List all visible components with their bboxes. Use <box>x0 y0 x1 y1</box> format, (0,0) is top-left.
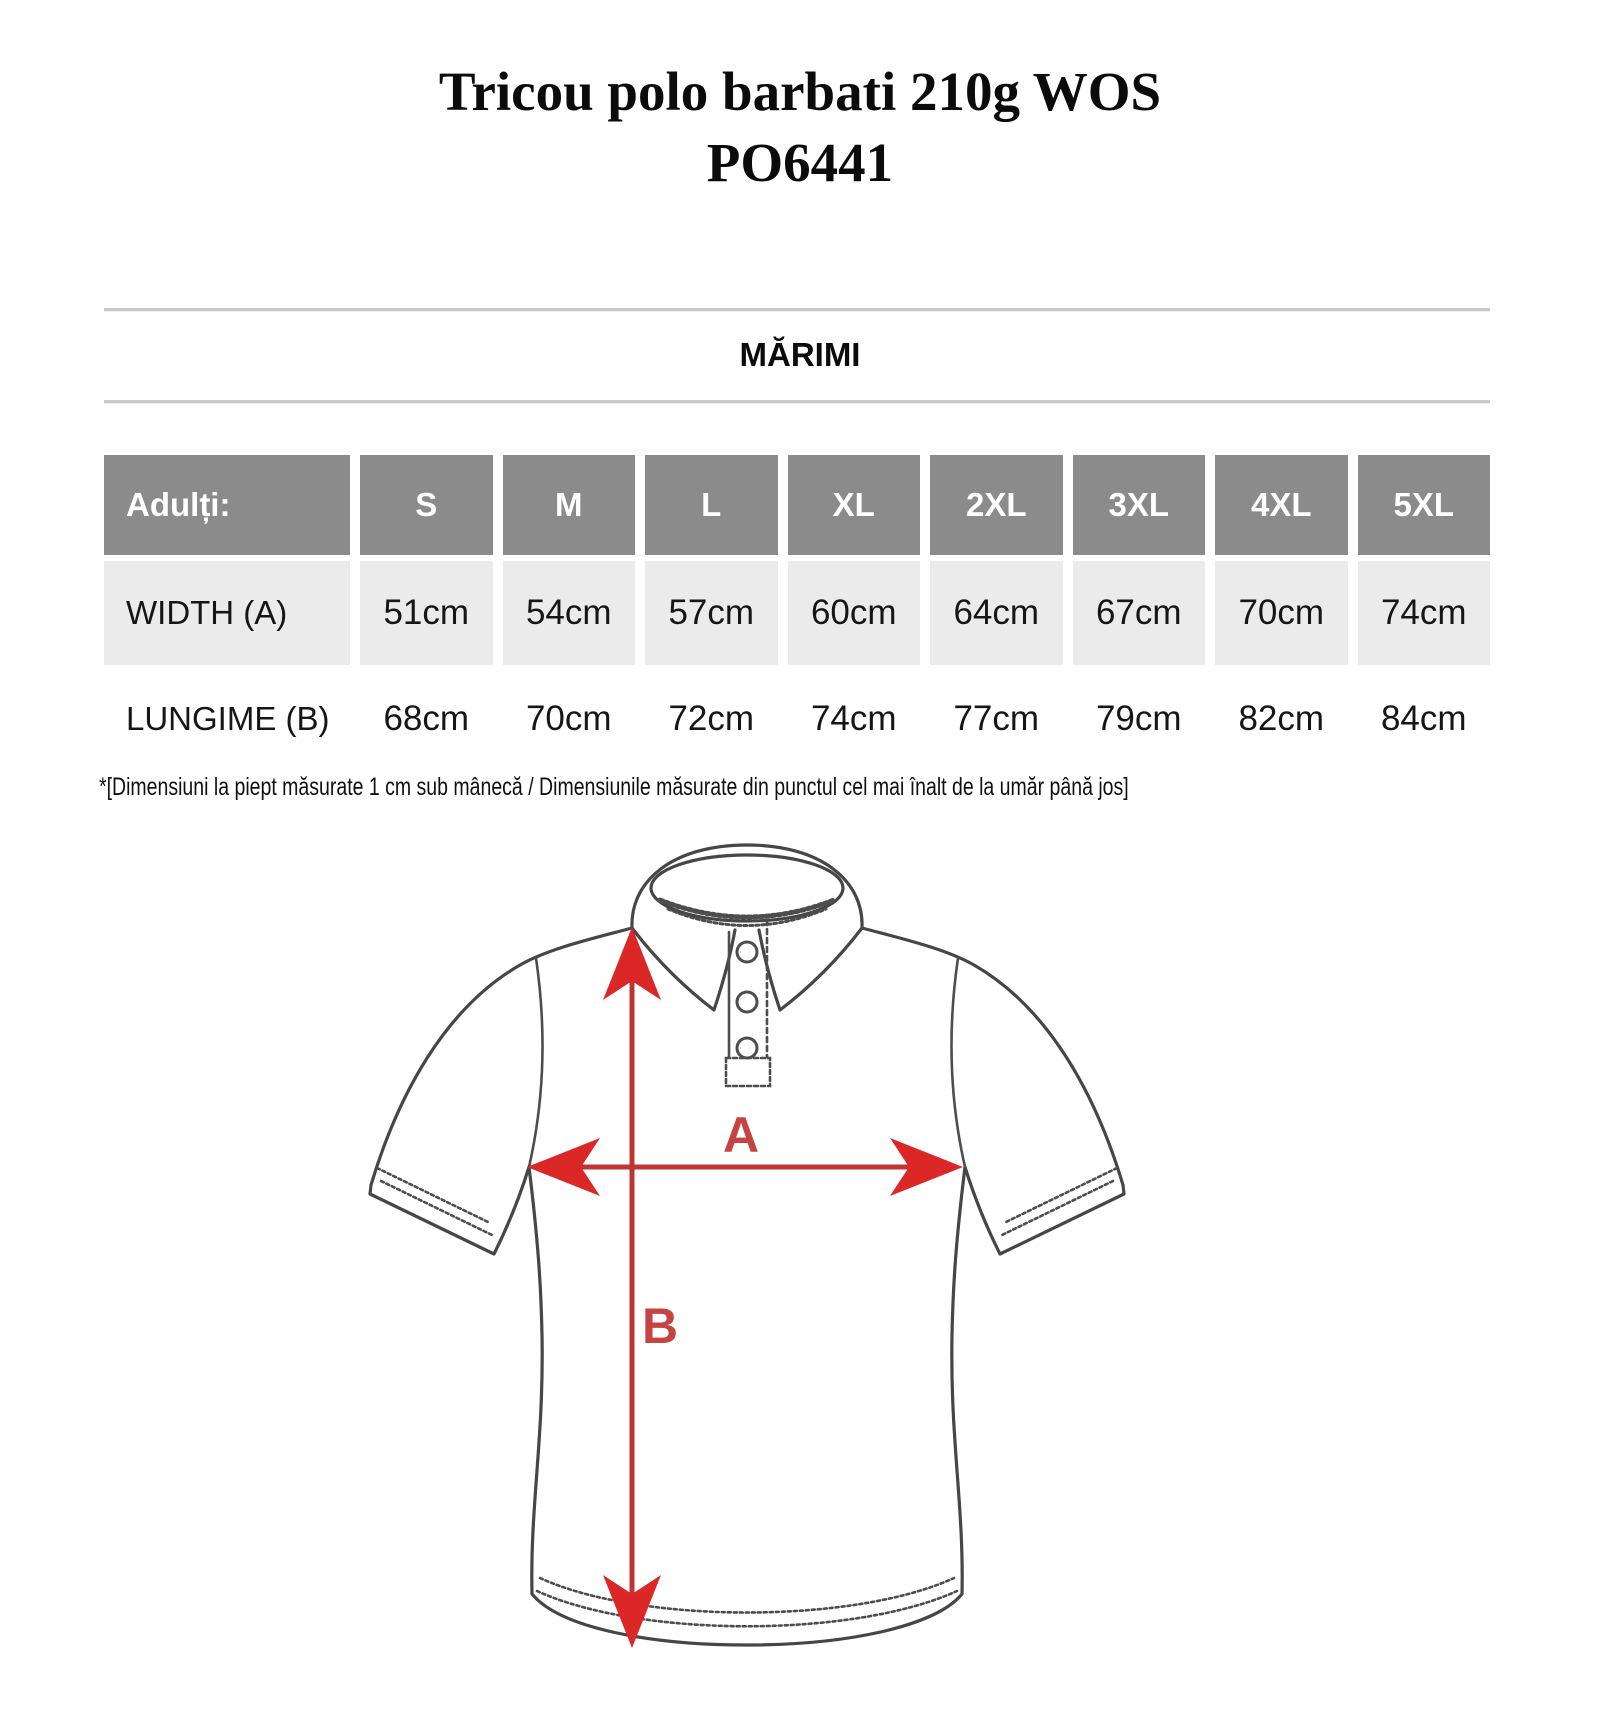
size-column-header-3xl: 3XL <box>1072 455 1205 555</box>
length-value-l: 72cm <box>668 699 755 738</box>
width-value-3xl: 67cm <box>1072 561 1205 665</box>
length-value-3xl: 79cm <box>1095 699 1182 738</box>
length-value-2xl: 77cm <box>953 699 1040 738</box>
width-value-l: 57cm <box>645 561 778 665</box>
polo-shirt-outline <box>368 843 1126 1647</box>
size-column-header-m: M <box>502 455 635 555</box>
width-value-m: 54cm <box>502 561 635 665</box>
length-row-label: LUNGIME (B) <box>126 700 330 737</box>
length-label: B <box>642 1298 678 1354</box>
size-column-header-l: L <box>645 455 778 555</box>
size-column-header-xl: XL <box>787 455 920 555</box>
size-table: Adulți: S M L XL 2XL 3XL 4XL 5XL WIDTH (… <box>104 455 1490 767</box>
section-heading-sizes: MĂRIMI <box>739 336 861 373</box>
length-value-xl: 74cm <box>810 699 897 738</box>
size-column-header-4xl: 4XL <box>1215 455 1348 555</box>
length-arrow <box>603 927 661 1648</box>
width-value-s: 51cm <box>360 561 493 665</box>
length-value-s: 68cm <box>383 699 470 738</box>
width-label: A <box>723 1107 759 1163</box>
product-title: Tricou polo barbati 210g WOS <box>438 61 1162 122</box>
divider-top <box>104 308 1490 312</box>
shirt-stitching <box>375 897 1119 1628</box>
width-value-2xl: 64cm <box>930 561 1063 665</box>
width-value-5xl: 74cm <box>1357 561 1490 665</box>
size-column-header-5xl: 5XL <box>1357 455 1490 555</box>
measurement-footnote: *[Dimensiuni la piept măsurate 1 cm sub … <box>99 773 1129 801</box>
length-value-4xl: 82cm <box>1238 699 1325 738</box>
width-value-xl: 60cm <box>787 561 920 665</box>
width-value-4xl: 70cm <box>1215 561 1348 665</box>
size-column-header-s: S <box>360 455 493 555</box>
divider-bottom <box>104 400 1490 404</box>
width-row-label: WIDTH (A) <box>104 561 350 665</box>
page-title: Tricou polo barbati 210g WOS PO6441 <box>0 56 1600 198</box>
table-header-adults: Adulți: <box>104 455 350 555</box>
product-code: PO6441 <box>706 132 894 193</box>
length-value-5xl: 84cm <box>1380 699 1467 738</box>
size-column-header-2xl: 2XL <box>930 455 1063 555</box>
length-value-m: 70cm <box>525 699 612 738</box>
width-arrow <box>527 1138 963 1196</box>
